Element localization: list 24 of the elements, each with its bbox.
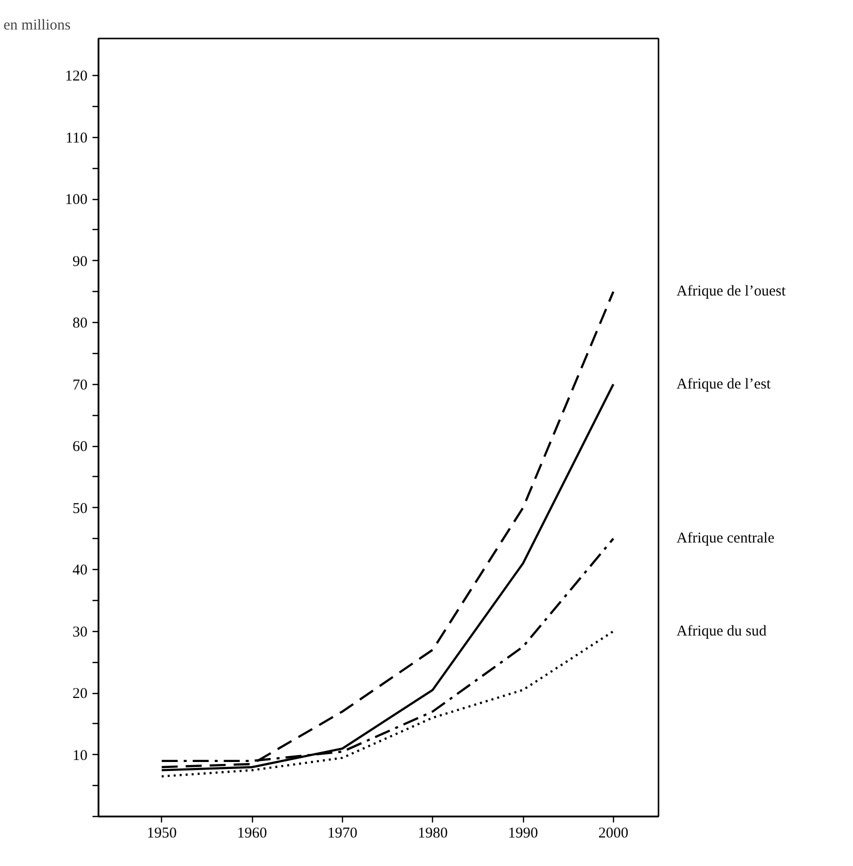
text: Afrique du sud [676,623,767,640]
y-tick-label: 30 [72,624,88,640]
y-tick-label: 70 [72,377,88,394]
y-tick-label: 60 [72,439,88,456]
text: Afrique centrale [676,530,775,547]
y-tick-label: 50 [72,500,88,517]
y-tick-label: 40 [72,562,88,579]
x-tick-label: 1950 [146,826,177,842]
x-tick-label: 1960 [237,826,268,842]
text: Afrique de l’est [676,376,772,392]
x-tick-label: 1970 [327,826,358,842]
x-tick-label: 2000 [598,826,628,842]
y-tick-label: 100 [65,192,88,208]
y-axis-title: en millions [4,18,71,34]
x-tick-label: 1990 [508,826,538,842]
line-series [160,290,614,768]
y-tick-label: 110 [66,130,88,146]
text: Afrique de l’ouest [676,284,786,300]
y-tick-label: 10 [72,748,88,764]
x-tick-label: 1980 [418,826,448,842]
y-tick-label: 20 [72,686,88,702]
y-tick-label: 120 [65,68,88,85]
y-tick-label: 90 [72,254,88,270]
y-tick-label: 80 [72,316,88,332]
